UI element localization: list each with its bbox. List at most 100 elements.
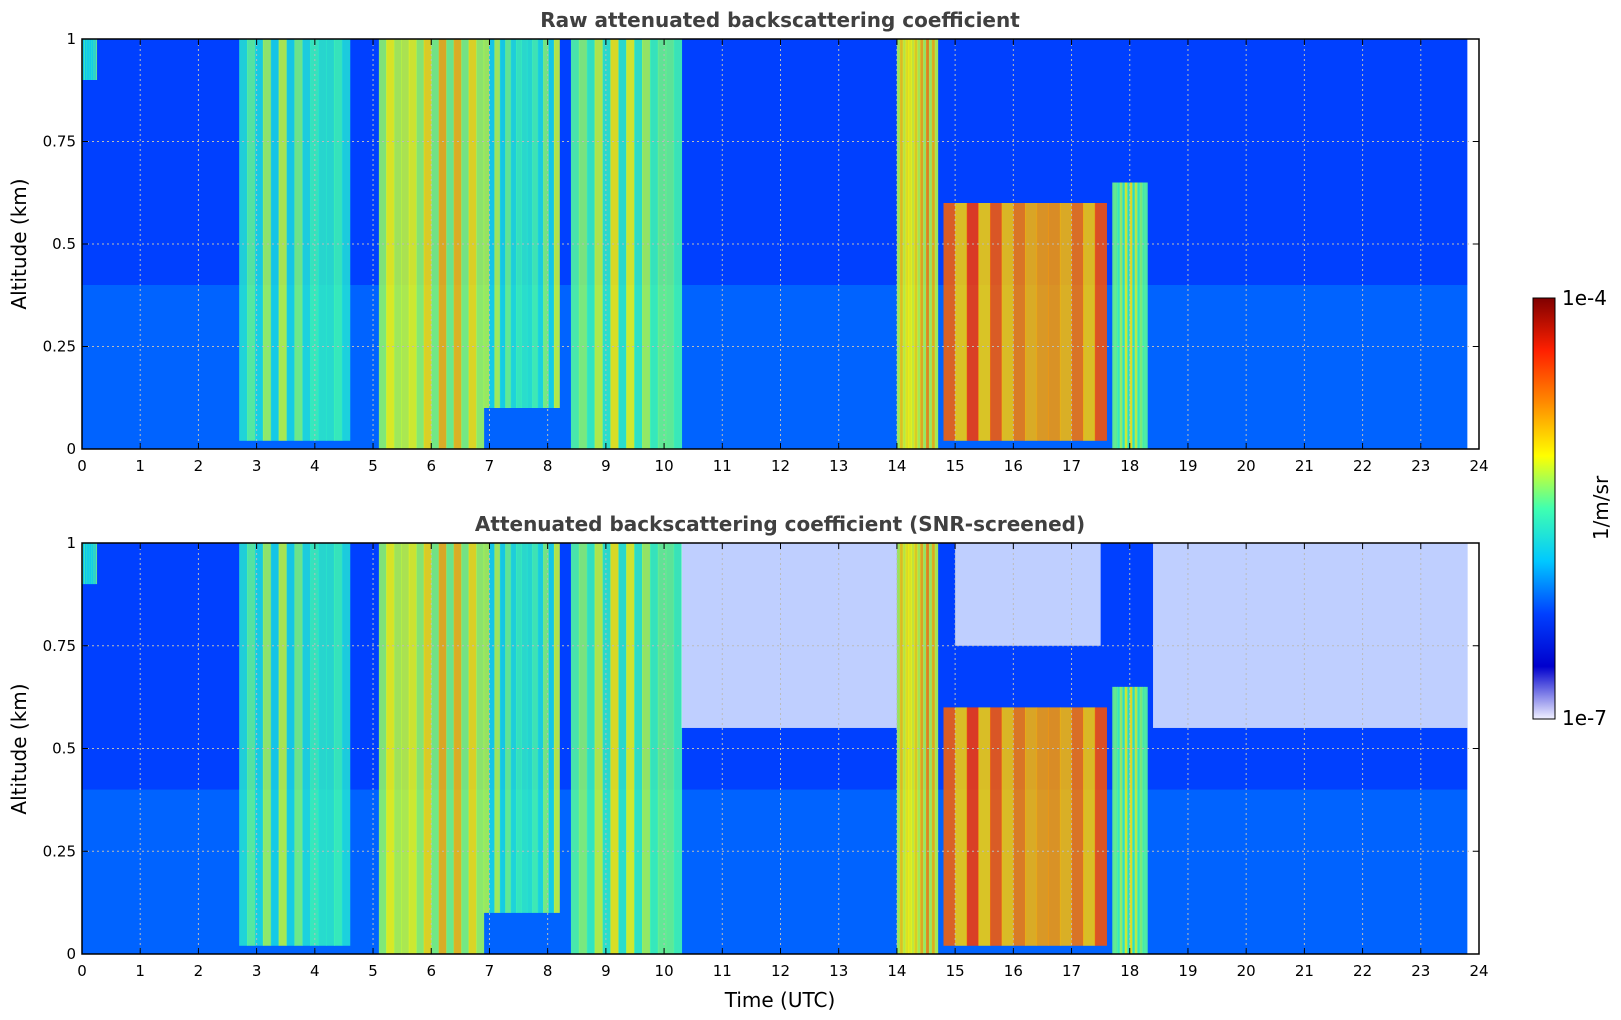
x-tick-label: 4	[310, 457, 320, 475]
heatmap-feature-cell	[943, 203, 956, 441]
heatmap-feature-cell	[1137, 182, 1141, 449]
colorbar-gradient	[1532, 297, 1556, 720]
heatmap-feature-cell	[1122, 182, 1126, 449]
x-tick-label: 3	[252, 962, 262, 980]
y-tick-label: 0.75	[43, 637, 76, 655]
heatmap-feature-cell	[499, 543, 506, 913]
x-tick-label: 16	[1004, 962, 1023, 980]
heatmap-feature-cell	[570, 543, 580, 954]
x-tick-label: 8	[543, 457, 553, 475]
y-ticks-screened: 0 0.25 0.5 0.75 1	[43, 534, 1479, 963]
heatmap-feature-cell	[955, 203, 968, 441]
heatmap-feature-cell	[1124, 182, 1128, 449]
heatmap-feature-cell	[318, 39, 327, 441]
heatmap-feature-cell	[386, 543, 395, 954]
heatmap-feature-cell	[446, 39, 455, 449]
panel-screened: Attenuated backscattering coefficient (S…	[7, 512, 1489, 1012]
heatmap-feature-cell	[489, 39, 495, 408]
ylabel-raw: Altitude (km)	[7, 178, 31, 309]
heatmap-feature-cell	[93, 39, 95, 80]
heatmap-feature-cell	[1117, 182, 1121, 449]
x-tick-label: 22	[1353, 457, 1372, 475]
heatmap-feature-cell	[1132, 686, 1136, 954]
y-tick-label: 0.5	[52, 740, 76, 758]
x-tick-label: 12	[771, 457, 790, 475]
heatmap-feature-cell	[95, 543, 98, 585]
x-tick-label: 20	[1237, 962, 1256, 980]
heatmap-feature-cell	[86, 543, 88, 585]
heatmap-feature-cell	[1124, 686, 1128, 954]
x-tick-label: 5	[368, 457, 378, 475]
heatmap-feature-cell	[1117, 686, 1121, 954]
heatmap-feature-cell	[262, 543, 272, 946]
heatmap-feature-cell	[532, 543, 539, 913]
heatmap-feature-cell	[239, 543, 248, 946]
heatmap-feature-cell	[990, 203, 1003, 441]
panel-screened-title: Attenuated backscattering coefficient (S…	[475, 512, 1085, 536]
heatmap-feature-cell	[570, 39, 580, 449]
heatmap-feature-cell	[1114, 686, 1118, 954]
x-tick-label: 9	[601, 457, 611, 475]
heatmap-feature-cell	[1134, 182, 1138, 449]
heatmap-feature-cell	[586, 39, 596, 449]
x-tick-label: 24	[1469, 457, 1488, 475]
heatmap-feature-cell	[553, 39, 560, 408]
heatmap-feature-cell	[1083, 707, 1096, 946]
heatmap-feature-cell	[286, 39, 295, 441]
heatmap-feature-cell	[92, 39, 94, 80]
heatmap-feature-cell	[1094, 203, 1107, 441]
heatmap-feature-cell	[537, 543, 544, 913]
x-tick-label: 15	[946, 457, 965, 475]
heatmap-feature-cell	[642, 543, 651, 954]
x-tick-label: 2	[194, 962, 204, 980]
heatmap-screened-region	[955, 543, 1101, 646]
heatmap-feature-cell	[318, 543, 327, 946]
heatmap-feature-cell	[95, 39, 98, 80]
heatmap-feature-cell	[1139, 686, 1143, 954]
x-tick-label: 1	[135, 457, 145, 475]
heatmap-feature-cell	[1127, 182, 1131, 449]
heatmap-feature-cell	[548, 543, 555, 913]
x-tick-label: 18	[1120, 457, 1139, 475]
x-tick-label: 13	[829, 457, 848, 475]
colorbar-min-label: 1e-7	[1562, 706, 1607, 730]
y-tick-label: 1	[66, 534, 76, 552]
heatmap-feature-cell	[899, 39, 904, 449]
heatmap-screened-region	[681, 543, 897, 728]
heatmap-feature-cell	[928, 39, 933, 449]
x-tick-label: 22	[1353, 962, 1372, 980]
x-tick-label: 13	[829, 962, 848, 980]
heatmap-feature-cell	[526, 39, 533, 408]
heatmap-feature-cell	[978, 707, 991, 946]
panel-raw: Raw attenuated backscattering coefficien…	[7, 8, 1489, 475]
heatmap-feature-cell	[431, 543, 440, 954]
heatmap-feature-cell	[91, 543, 93, 585]
heatmap-feature-cell	[1114, 182, 1118, 449]
heatmap-feature-cell	[902, 39, 907, 449]
heatmap-feature-cell	[934, 543, 939, 954]
y-tick-label: 0.5	[52, 235, 76, 253]
heatmap-feature-cell	[84, 39, 86, 80]
heatmap-feature-cell	[899, 543, 904, 954]
y-tick-label: 0.25	[43, 842, 76, 860]
heatmap-feature-cell	[665, 39, 675, 449]
heatmap-feature-cell	[431, 39, 440, 449]
heatmap-feature-cell	[90, 543, 92, 585]
heatmap-feature-cell	[649, 543, 659, 954]
x-tick-label: 20	[1237, 457, 1256, 475]
heatmap-feature-cell	[1036, 707, 1049, 946]
heatmap-feature-cell	[401, 39, 410, 449]
heatmap-feature-cell	[649, 39, 659, 449]
heatmap-feature-cell	[1013, 203, 1026, 441]
heatmap-feature-cell	[247, 39, 256, 441]
heatmap-feature-cell	[333, 543, 343, 946]
y-ticks-raw: 0 0.25 0.5 0.75 1	[43, 30, 1479, 458]
x-tick-label: 1	[135, 962, 145, 980]
heatmap-feature-cell	[920, 39, 924, 449]
heatmap-feature-cell	[1119, 182, 1123, 449]
heatmap-feature-cell	[94, 543, 97, 585]
heatmap-feature-cell	[476, 39, 485, 449]
heatmap-feature-cell	[87, 39, 89, 80]
x-tick-label: 7	[485, 962, 495, 980]
heatmap-feature-cell	[1083, 203, 1096, 441]
